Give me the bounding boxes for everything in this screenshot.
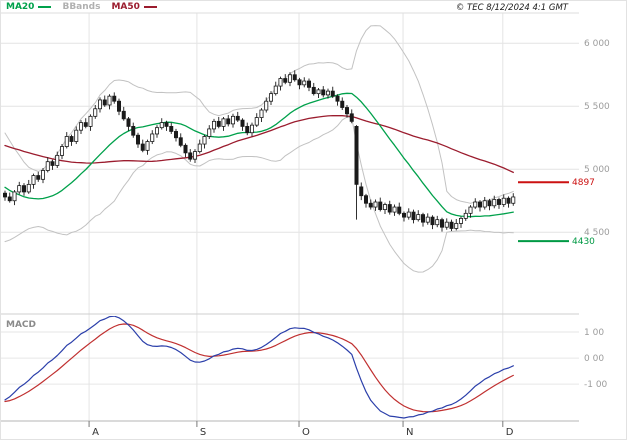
legend: MA20 BBands MA50 <box>6 2 157 12</box>
legend-label-ma20: MA20 <box>6 2 35 12</box>
legend-label-ma50: MA50 <box>111 2 140 12</box>
ma20-line <box>4 92 514 218</box>
svg-text:4 500: 4 500 <box>584 228 610 238</box>
level-lines: 4897 4430 <box>518 178 595 247</box>
macd-lines <box>4 316 514 419</box>
svg-text:-1 00: -1 00 <box>584 380 608 390</box>
svg-text:O: O <box>302 427 310 438</box>
bollinger-bands <box>4 25 514 273</box>
svg-text:4897: 4897 <box>572 178 595 188</box>
svg-text:4430: 4430 <box>572 237 595 247</box>
svg-text:A: A <box>92 427 99 438</box>
svg-text:0 00: 0 00 <box>584 354 604 364</box>
legend-item-ma50: MA50 <box>111 2 157 12</box>
frame-lines <box>1 12 579 427</box>
ma50-line <box>4 114 514 174</box>
svg-text:S: S <box>200 427 206 438</box>
svg-text:5 500: 5 500 <box>584 102 610 112</box>
price-axis-labels: 6 000 5 500 5 000 4 500 <box>584 39 610 238</box>
legend-label-bbands: BBands <box>62 2 101 12</box>
candlestick-series <box>3 70 516 232</box>
ma50-line-swatch <box>143 6 157 8</box>
svg-text:D: D <box>506 427 514 438</box>
svg-text:1 00: 1 00 <box>584 328 604 338</box>
svg-text:5 000: 5 000 <box>584 165 610 175</box>
macd-panel-label: MACD <box>6 320 36 330</box>
svg-text:6 000: 6 000 <box>584 39 610 49</box>
macd-axis-labels: 1 00 0 00 -1 00 <box>584 328 608 390</box>
legend-item-bbands: BBands <box>62 2 100 12</box>
legend-item-ma20: MA20 <box>6 2 52 12</box>
ma20-line-swatch <box>38 6 52 8</box>
svg-text:N: N <box>406 427 413 438</box>
gridlines <box>1 13 579 421</box>
copyright-text: © TEC 8/12/2024 4:1 GMT <box>455 3 568 13</box>
